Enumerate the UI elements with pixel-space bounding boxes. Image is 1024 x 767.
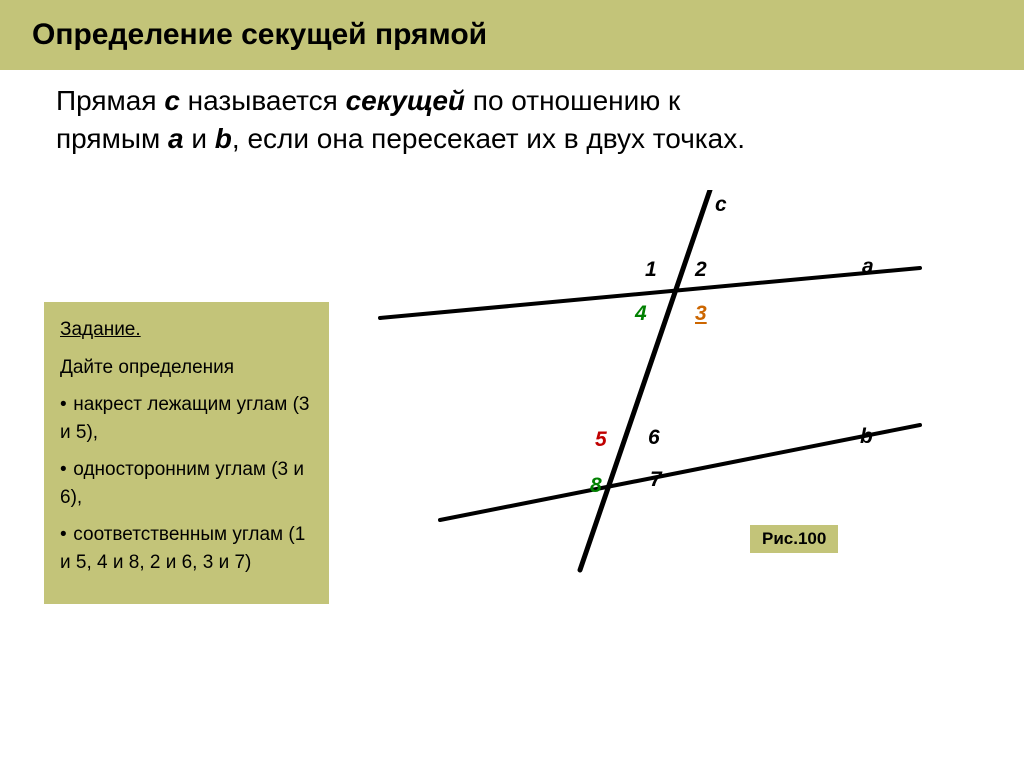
line-label: b xyxy=(860,425,873,449)
angle-label: 7 xyxy=(650,468,662,492)
task-item-text: накрест лежащим углам (3 и 5), xyxy=(60,394,310,443)
line-label: a xyxy=(862,255,874,279)
angle-label: 4 xyxy=(635,302,647,326)
angle-label: 2 xyxy=(695,258,707,282)
angle-label: 6 xyxy=(648,426,660,450)
line-a-name: а xyxy=(168,123,184,154)
angle-label: 5 xyxy=(595,428,607,452)
task-title: Задание. xyxy=(60,316,313,344)
task-item: •односторонним углам (3 и 6), xyxy=(60,456,313,511)
line-label: c xyxy=(715,193,727,217)
angle-label: 8 xyxy=(590,474,602,498)
task-item-text: соответственным углам (1 и 5, 4 и 8, 2 и… xyxy=(60,524,305,573)
line-c-name: с xyxy=(164,85,180,116)
angle-label: 3 xyxy=(695,302,707,326)
secant-word: секущей xyxy=(346,85,465,116)
angle-label: 1 xyxy=(645,258,657,282)
definition-text: Прямая с называется секущей по отношению… xyxy=(0,70,800,158)
line-b-name: b xyxy=(215,123,232,154)
task-item-text: односторонним углам (3 и 6), xyxy=(60,459,304,508)
figure-caption: Рис.100 xyxy=(750,525,838,553)
geometry-figure: a b c 1 2 3 4 5 6 7 8 Рис.100 xyxy=(360,190,980,590)
task-item: •накрест лежащим углам (3 и 5), xyxy=(60,391,313,446)
task-intro: Дайте определения xyxy=(60,354,313,382)
text-and: и xyxy=(184,123,215,154)
text-suffix: , если она пересекает их в двух точках. xyxy=(232,123,745,154)
text-prefix: Прямая xyxy=(56,85,164,116)
page-title: Определение секущей прямой xyxy=(0,0,1024,70)
task-item: •соответственным углам (1 и 5, 4 и 8, 2 … xyxy=(60,521,313,576)
task-box: Задание. Дайте определения •накрест лежа… xyxy=(44,302,329,604)
text-mid1: называется xyxy=(180,85,346,116)
